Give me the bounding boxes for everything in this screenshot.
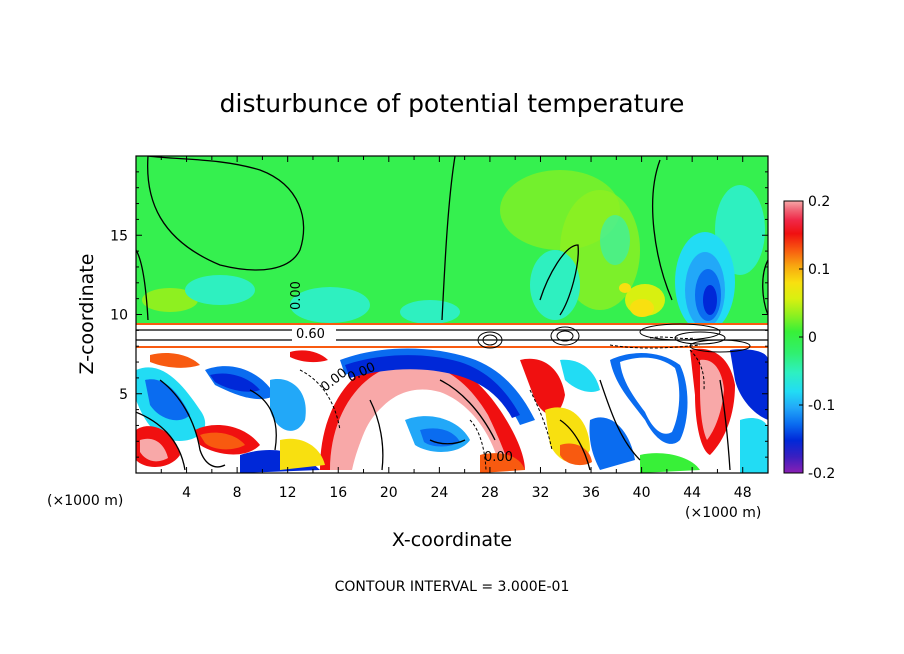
x-tick-label: 48	[734, 485, 752, 501]
colorbar-tick-label: 0.2	[808, 194, 830, 210]
y-tick-label: 10	[110, 308, 128, 324]
x-tick-label: 44	[683, 485, 701, 501]
contour-interval-note: CONTOUR INTERVAL = 3.000E-01	[335, 579, 570, 595]
y-tick-label: 5	[119, 387, 128, 403]
x-tick-label: 28	[481, 485, 499, 501]
y-axis-ticks: 5 10 15	[110, 171, 768, 458]
chart-title: disturbunce of potential temperature	[220, 89, 685, 118]
contour-label: 0.00	[484, 450, 513, 465]
x-tick-label: 16	[329, 485, 347, 501]
y-axis-unit: (×1000 m)	[47, 493, 123, 509]
colorbar-tick-label: -0.1	[808, 398, 835, 414]
y-tick-label: 15	[110, 228, 128, 244]
x-tick-label: 4	[182, 485, 191, 501]
x-tick-label: 12	[279, 485, 297, 501]
x-axis-label: X-coordinate	[392, 529, 512, 551]
colorbar-tick-label: 0	[808, 330, 817, 346]
x-tick-label: 20	[380, 485, 398, 501]
x-tick-label: 8	[233, 485, 242, 501]
colorbar-tick-label: -0.2	[808, 466, 835, 482]
contour-label: 0.00	[289, 281, 304, 310]
x-axis-ticks: 4 8 12 16 20 24 28 32 36 40 44 48	[160, 156, 769, 501]
x-tick-label: 40	[633, 485, 651, 501]
heatmap-field	[136, 156, 768, 473]
x-axis-unit: (×1000 m)	[685, 505, 761, 521]
colorbar-tick-label: 0.1	[808, 262, 830, 278]
y-axis-label: Z-coordinate	[76, 254, 98, 375]
x-tick-label: 24	[430, 485, 448, 501]
x-tick-label: 36	[582, 485, 600, 501]
colorbar-ticks: 0.2 0.1 0 -0.1 -0.2	[799, 194, 835, 482]
x-tick-label: 32	[532, 485, 550, 501]
contour-label: 0.60	[296, 327, 325, 342]
